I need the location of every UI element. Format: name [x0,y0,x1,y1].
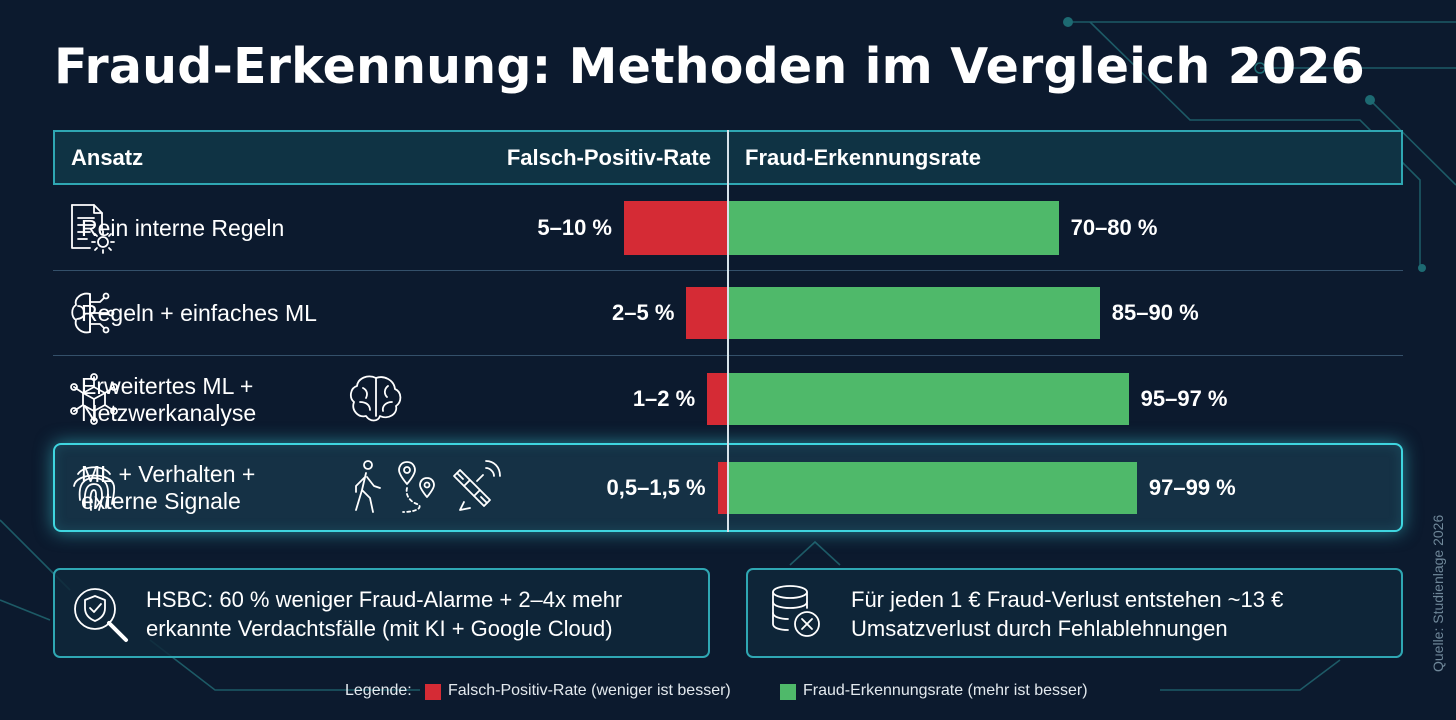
header-detection-rate: Fraud-Erkennungsrate [745,145,981,170]
bar-detection-rate-3 [729,373,1129,425]
legend-swatch-detection [780,684,796,700]
label-fp-rate-4: 0,5–1,5 % [606,475,706,500]
row-label-3: Erweitertes ML + Netzwerkanalyse [81,373,257,426]
location-route-icon [398,461,435,513]
legend-swatch-fp [425,684,441,700]
legend-prefix: Legende: [345,682,412,699]
source-note: Quelle: Studienlage 2026 [1430,514,1446,672]
satellite-icon [453,460,501,511]
bar-fp-rate-3 [707,373,728,425]
brain-circuit-icon [71,292,115,334]
center-axis-line [727,130,729,532]
legend-label-detection: Fraud-Erkennungsrate (mehr ist besser) [803,682,1088,699]
shield-magnifier-icon [74,588,128,642]
brain-icon [350,375,402,422]
fingerprint-icon [73,466,116,511]
label-detection-rate-1: 70–80 % [1070,215,1158,240]
callout-text-revenue-loss: Für jeden 1 € Fraud-Verlust entstehen ~1… [851,587,1284,641]
chart-title: Fraud-Erkennung: Methoden im Vergleich 2… [54,38,1365,95]
label-detection-rate-4: 97–99 % [1148,475,1236,500]
bar-fp-rate-1 [624,201,728,255]
walking-person-icon [355,460,381,513]
row-label-4: ML + Verhalten + externe Signale [81,461,256,514]
network-cube-icon [70,373,118,425]
label-detection-rate-3: 95–97 % [1140,386,1228,411]
bar-fp-rate-2 [686,287,728,339]
database-x-icon [772,585,820,637]
header-fp-rate: Falsch-Positiv-Rate [506,145,711,170]
legend-label-fp: Falsch-Positiv-Rate (weniger ist besser) [448,682,731,699]
document-gear-icon [71,204,115,254]
callout-text-hsbc: HSBC: 60 % weniger Fraud-Alarme + 2–4x m… [146,587,623,641]
row-label-2: Regeln + einfaches ML [81,300,317,326]
callout-box-revenue-loss [746,568,1403,658]
label-fp-rate-2: 2–5 % [612,300,675,325]
bar-detection-rate-2 [729,287,1100,339]
bar-detection-rate-1 [729,201,1059,255]
callout-box-hsbc [53,568,710,658]
row-label-1: Rein interne Regeln [81,215,285,241]
label-detection-rate-2: 85–90 % [1111,300,1199,325]
label-fp-rate-3: 1–2 % [632,386,696,411]
bar-detection-rate-4 [729,462,1137,514]
bar-fp-rate-4 [717,462,728,514]
label-fp-rate-1: 5–10 % [537,215,612,240]
header-approach: Ansatz [71,145,144,170]
